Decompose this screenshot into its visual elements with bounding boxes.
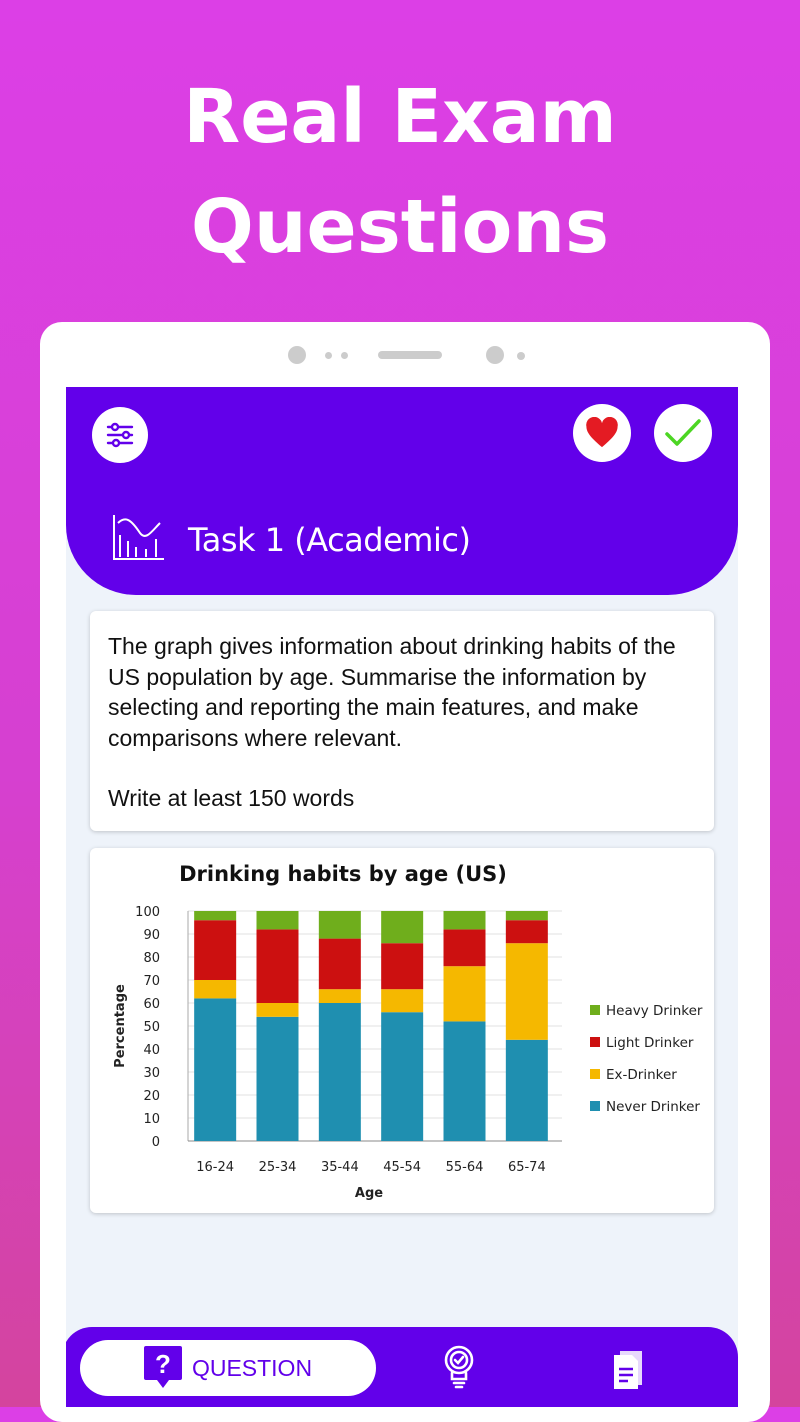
- x-tick-label: 16-24: [196, 1160, 234, 1175]
- sensor-dot: [517, 352, 525, 360]
- app-header: Task 1 (Academic): [66, 387, 738, 595]
- y-tick-label: 60: [143, 997, 160, 1012]
- check-icon: [665, 419, 701, 446]
- bar-segment-never-drinker: [318, 1003, 361, 1141]
- x-tick-label: 45-54: [383, 1160, 421, 1175]
- y-tick-label: 10: [143, 1112, 160, 1127]
- bar-segment-heavy-drinker: [194, 911, 237, 921]
- legend-label: Ex-Drinker: [606, 1067, 677, 1083]
- bar-segment-heavy-drinker: [256, 911, 299, 930]
- bar-segment-light-drinker: [256, 929, 299, 1003]
- bar-segment-ex-drinker: [256, 1003, 299, 1017]
- legend-swatch: [590, 1005, 600, 1015]
- legend-swatch: [590, 1037, 600, 1047]
- y-tick-label: 0: [152, 1135, 160, 1150]
- bar-segment-heavy-drinker: [381, 911, 424, 944]
- headline-line1: Real Exam: [183, 74, 617, 160]
- bar-segment-ex-drinker: [194, 980, 237, 999]
- x-tick-label: 65-74: [508, 1160, 546, 1175]
- nav-answer-tab[interactable]: [442, 1345, 476, 1394]
- legend-label: Light Drinker: [606, 1035, 694, 1051]
- filter-sliders-icon: [106, 422, 134, 448]
- sensor-dot: [341, 352, 348, 359]
- prompt-text: The graph gives information about drinki…: [108, 633, 676, 751]
- legend-swatch: [590, 1101, 600, 1111]
- question-icon: ?: [143, 1346, 182, 1388]
- y-tick-label: 90: [143, 928, 160, 943]
- bottom-nav: ? QUESTION: [66, 1327, 738, 1407]
- mark-done-button[interactable]: [654, 404, 712, 462]
- app-screen: Task 1 (Academic) The graph gives inform…: [66, 387, 738, 1407]
- nav-question-label: QUESTION: [191, 1354, 313, 1381]
- y-tick-label: 80: [143, 951, 160, 966]
- bar-segment-light-drinker: [381, 943, 424, 990]
- bar-segment-heavy-drinker: [505, 911, 548, 921]
- sensor-dot: [325, 352, 332, 359]
- y-tick-label: 100: [135, 905, 160, 920]
- legend-swatch: [590, 1069, 600, 1079]
- bar-segment-light-drinker: [443, 929, 486, 967]
- stacked-bar-chart: Drinking habits by age (US) 0 10 20 30 40 50 60…: [113, 862, 703, 1201]
- chart-title: Drinking habits by age (US): [179, 862, 507, 886]
- task-title: Task 1 (Academic): [188, 521, 471, 559]
- camera-dot: [288, 346, 306, 364]
- y-tick-label: 40: [143, 1043, 160, 1058]
- x-tick-label: 55-64: [446, 1160, 484, 1175]
- bar-segment-light-drinker: [318, 938, 361, 990]
- y-tick-label: 20: [143, 1089, 160, 1104]
- bar-segment-heavy-drinker: [443, 911, 486, 930]
- legend-label: Heavy Drinker: [606, 1003, 703, 1019]
- bar-segment-heavy-drinker: [318, 911, 361, 939]
- bar-segment-never-drinker: [505, 1039, 548, 1141]
- y-tick-label: 30: [143, 1066, 160, 1081]
- bar-segment-light-drinker: [194, 920, 237, 980]
- y-axis-label: Percentage: [113, 984, 128, 1068]
- bar-segment-never-drinker: [256, 1016, 299, 1141]
- headline-line2: Questions: [190, 184, 610, 270]
- heart-icon: [586, 417, 618, 448]
- word-count-instruction: Write at least 150 words: [108, 785, 355, 811]
- bar-segment-ex-drinker: [443, 966, 486, 1022]
- chart-card: Drinking habits by age (US) 0 10 20 30 40 50 60…: [90, 848, 714, 1213]
- x-axis-label: Age: [355, 1186, 383, 1201]
- bar-segment-never-drinker: [194, 998, 237, 1141]
- bar-segment-ex-drinker: [381, 989, 424, 1013]
- bar-segment-never-drinker: [381, 1012, 424, 1141]
- y-tick-label: 50: [143, 1020, 160, 1035]
- nav-notes-tab[interactable]: [612, 1347, 648, 1394]
- chart-icon: [113, 515, 164, 560]
- y-tick-label: 70: [143, 974, 160, 989]
- nav-question-tab[interactable]: ? QUESTION: [80, 1340, 376, 1396]
- bar-segment-never-drinker: [443, 1021, 486, 1141]
- x-tick-label: 35-44: [321, 1160, 359, 1175]
- lightbulb-check-icon: [444, 1345, 474, 1389]
- bar-segment-ex-drinker: [505, 943, 548, 1040]
- legend-label: Never Drinker: [606, 1099, 700, 1115]
- headline: Real Exam Questions: [0, 62, 800, 282]
- documents-icon: [614, 1351, 642, 1389]
- favorite-button[interactable]: [573, 404, 631, 462]
- camera-dot: [486, 346, 504, 364]
- x-tick-label: 25-34: [259, 1160, 297, 1175]
- bar-segment-ex-drinker: [318, 989, 361, 1003]
- prompt-card: The graph gives information about drinki…: [90, 611, 714, 831]
- bar-segment-light-drinker: [505, 920, 548, 944]
- svg-text:?: ?: [155, 1349, 171, 1379]
- speaker-grille: [378, 351, 442, 359]
- filter-button[interactable]: [92, 407, 148, 463]
